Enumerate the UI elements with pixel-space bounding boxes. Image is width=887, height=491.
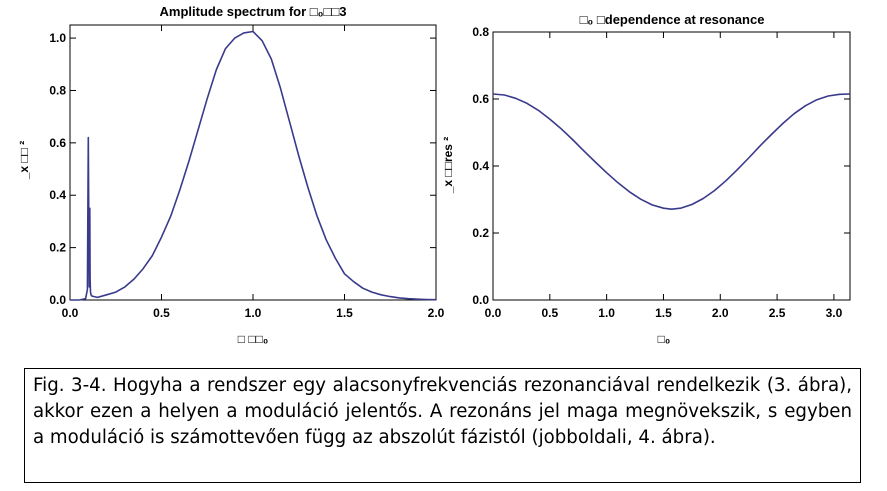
y-tick-label: 1.0 (49, 31, 66, 45)
x-tick-label: 1.0 (598, 306, 615, 320)
plot-frame-2 (492, 31, 851, 301)
figure-plots: Amplitude spectrum for □₀□□3 0.0 0.2 0.4 0.6… (17, 4, 851, 346)
x-tick-label: 0.5 (541, 306, 558, 320)
x-axis-label-1: □ □□₀ (238, 332, 269, 346)
figure-caption: Fig. 3-4. Hogyha a rendszer egy alacsony… (24, 368, 861, 483)
y-axis-label-2: _x □□res ² (441, 137, 455, 195)
x-tick-label: 0.5 (153, 306, 170, 320)
y-tick-label: 0.2 (472, 226, 489, 240)
x-tick-label: 2.0 (712, 306, 729, 320)
plot-frame-1 (69, 24, 437, 301)
x-tick-label: 0.0 (62, 306, 79, 320)
x-tick-label: 3.0 (826, 306, 843, 320)
y-tick-label: 0.0 (49, 293, 66, 307)
x-tick-label: 0.0 (485, 306, 502, 320)
chart-title-2: □₀ □dependence at resonance (580, 12, 765, 27)
y-tick-label: 0.6 (49, 136, 66, 150)
series-line-1-1 (70, 30, 437, 301)
y-tick-label: 0.4 (49, 188, 66, 202)
x-axis-label-2: □₀ (658, 332, 671, 346)
chart-title-1: Amplitude spectrum for □₀□□3 (160, 4, 347, 19)
y-axis-label-1: _x □□ ² (17, 141, 31, 181)
y-tick-label: 0.4 (472, 159, 489, 173)
y-tick-label: 0.6 (472, 92, 489, 106)
y-tick-label: 0.8 (49, 83, 66, 97)
x-tick-label: 1.5 (336, 306, 353, 320)
y-tick-label: 0.8 (472, 25, 489, 39)
y-tick-label: 0.0 (472, 293, 489, 307)
x-tick-label: 1.5 (655, 306, 672, 320)
x-tick-label: 2.5 (769, 306, 786, 320)
y-tick-label: 0.2 (49, 241, 66, 255)
x-tick-label: 2.0 (428, 306, 445, 320)
series-line-2-1 (492, 93, 850, 210)
x-tick-label: 1.0 (245, 306, 262, 320)
